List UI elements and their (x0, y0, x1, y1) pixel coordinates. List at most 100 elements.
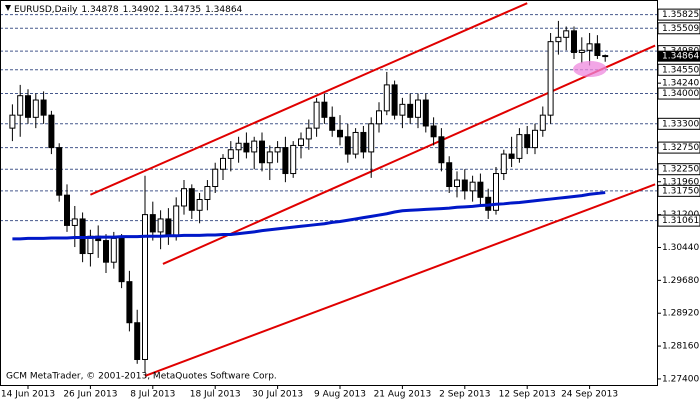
candle-body (212, 168, 219, 188)
candle-body (25, 95, 31, 118)
high: 1.34902 (123, 5, 160, 15)
x-tick-label: 14 Jun 2013 (1, 390, 55, 400)
candle-body (204, 186, 211, 200)
candle-body (594, 43, 601, 56)
candle-body (259, 140, 265, 164)
candle-body (9, 114, 16, 129)
candle-body (500, 153, 507, 175)
candle-body (243, 142, 250, 153)
candle-body (313, 101, 320, 129)
candle-body (56, 147, 63, 196)
candle-body (446, 162, 453, 188)
candle-body (220, 157, 226, 170)
chart-header: EURUSD,Daily 1.34878 1.34902 1.34735 1.34864 (14, 5, 243, 15)
highlight-ellipse (573, 61, 607, 77)
candle-body (586, 43, 593, 51)
candle-body (360, 131, 367, 153)
candle-body (298, 138, 304, 146)
candle-body (539, 114, 546, 131)
price-box (658, 50, 700, 62)
trendline (89, 2, 528, 196)
price-label: 1.34864 (662, 52, 699, 62)
candle-body (430, 125, 437, 138)
candle-body (188, 188, 195, 211)
trendline (144, 183, 656, 377)
candle-body (508, 153, 515, 159)
x-tick-label: 21 Aug 2013 (374, 390, 432, 400)
candle-body (555, 36, 562, 43)
y-tick-label: 1.28160 (662, 342, 699, 352)
candle-body (305, 127, 312, 140)
candle-body (149, 214, 156, 233)
candle-body (477, 181, 484, 198)
title-arrow (5, 5, 11, 11)
level-label-box (657, 63, 700, 76)
x-tick-label: 9 Aug 2013 (314, 390, 366, 400)
candle-body (438, 136, 445, 164)
watermark: GCM MetaTrader, © 2001-2013, MetaQuotes … (6, 372, 277, 382)
level-label: 1.33300 (662, 119, 699, 129)
candle-body (602, 55, 609, 58)
candle-body (40, 99, 47, 116)
candle-body (71, 218, 78, 226)
y-tick-label: 1.28920 (662, 309, 699, 319)
candle-body (235, 142, 242, 151)
candle-body (422, 99, 429, 127)
level-label: 1.34000 (662, 89, 699, 99)
candle-body (196, 198, 203, 211)
candle-body (142, 214, 148, 360)
candle-body (532, 129, 538, 149)
candle-body (321, 101, 328, 118)
candle-body (578, 49, 585, 53)
candle-body (227, 149, 234, 159)
candle-body (469, 181, 476, 192)
candle-body (251, 140, 258, 153)
candle-body (337, 129, 343, 138)
axis: 1.274001.281601.289201.296801.304401.312… (1, 8, 700, 400)
level-label-box (657, 163, 700, 176)
x-tick-label: 30 Jul 2013 (252, 390, 303, 400)
y-tick-label: 1.30440 (662, 243, 699, 253)
level-label: 1.32250 (662, 165, 699, 175)
candle-body (383, 84, 390, 112)
candle-body (376, 110, 382, 125)
x-tick-label: 26 Jun 2013 (63, 390, 117, 400)
candle-body (274, 147, 281, 153)
level-label: 1.31061 (662, 216, 699, 226)
candle-body (266, 151, 273, 164)
level-label-box (657, 141, 700, 154)
candle-body (165, 218, 172, 237)
x-tick-label: 12 Sep 2013 (499, 390, 556, 400)
y-tick-label: 1.29680 (662, 276, 699, 286)
moving-average (12, 191, 606, 241)
candle-body (103, 240, 109, 263)
candle-body (407, 103, 414, 118)
x-tick-label: 8 Jul 2013 (130, 390, 175, 400)
level-label-box (657, 214, 700, 227)
plot-frame (0, 0, 658, 386)
level-label-box (657, 22, 700, 35)
candle-body (118, 237, 125, 283)
level-label-box (657, 87, 700, 100)
level-label: 1.35509 (662, 24, 699, 34)
candle-body (344, 136, 351, 155)
candles (9, 20, 609, 373)
close: 1.34864 (205, 5, 242, 15)
candle-body (157, 218, 164, 233)
candle-body (329, 116, 336, 131)
trendlines (89, 2, 656, 377)
candle-body (352, 131, 359, 155)
candle-body (391, 84, 398, 116)
y-tick-label: 1.31960 (662, 177, 699, 187)
x-tick-label: 18 Jul 2013 (190, 390, 241, 400)
level-label: 1.34550 (662, 65, 699, 75)
candle-body (547, 41, 554, 116)
candle-body (173, 205, 180, 237)
candle-body (181, 188, 187, 207)
candle-body (571, 30, 577, 53)
candle-body (48, 114, 55, 149)
candle-body (32, 99, 39, 118)
level-label-box (657, 8, 700, 21)
trendline (162, 44, 656, 265)
